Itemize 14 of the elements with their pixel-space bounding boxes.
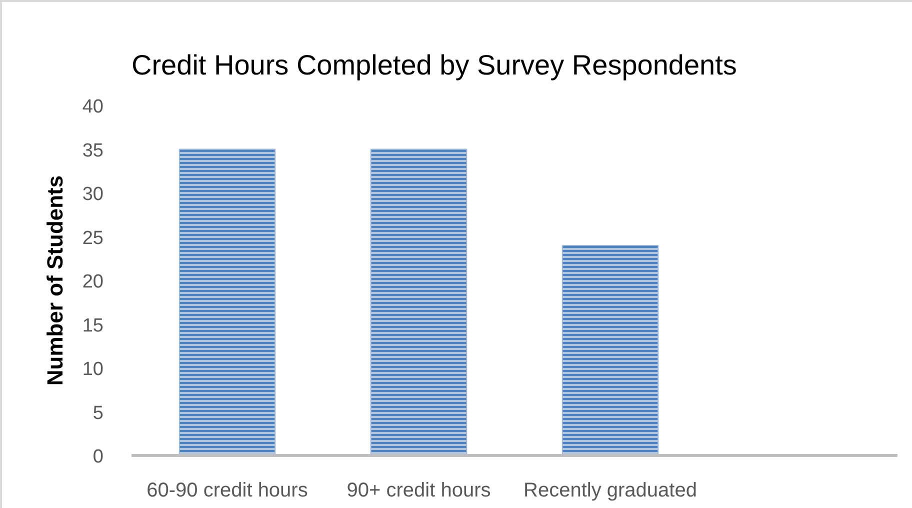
y-tick-label: 40	[82, 96, 104, 118]
y-tick-label: 25	[82, 228, 104, 249]
y-tick-label: 15	[82, 315, 104, 336]
x-tick-label: 60-90 credit hours	[146, 480, 308, 502]
y-tick-label: 35	[82, 140, 104, 162]
y-axis-title: Number of Students	[42, 175, 68, 386]
chart-title: Credit Hours Completed by Survey Respondents	[132, 50, 737, 80]
y-tick-label: 30	[82, 184, 104, 205]
y-tick-label: 20	[82, 272, 104, 292]
y-tick-label: 0	[92, 446, 104, 468]
x-tick-label: 90+ credit hours	[346, 480, 491, 502]
x-tick-label: Recently graduated	[524, 480, 697, 502]
y-tick-label: 10	[82, 359, 104, 380]
y-tick-label: 5	[92, 402, 104, 424]
